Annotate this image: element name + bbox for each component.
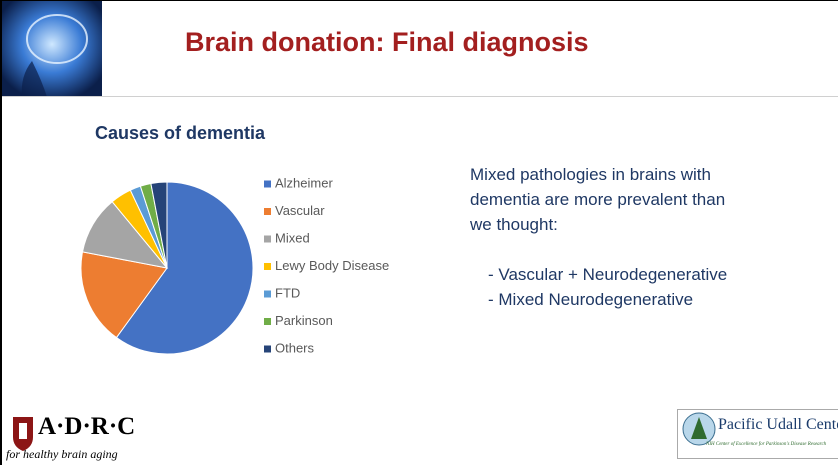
legend-swatch bbox=[264, 346, 271, 353]
paragraph-line: dementia are more prevalent than bbox=[470, 190, 725, 210]
legend-label: Alzheimer bbox=[275, 175, 333, 190]
paragraph-line: we thought: bbox=[470, 215, 558, 235]
legend-swatch bbox=[264, 263, 271, 270]
legend-label: FTD bbox=[275, 285, 300, 300]
legend-label: Parkinson bbox=[275, 313, 333, 328]
legend-swatch bbox=[264, 236, 271, 243]
legend-swatch bbox=[264, 208, 271, 215]
udall-name: Pacific Udall Center bbox=[718, 416, 838, 434]
slide-title: Brain donation: Final diagnosis bbox=[185, 27, 589, 58]
divider bbox=[2, 96, 838, 97]
slide: Brain donation: Final diagnosis Causes o… bbox=[0, 0, 838, 465]
legend-label: Mixed bbox=[275, 230, 310, 245]
legend-swatch bbox=[264, 318, 271, 325]
udall-tagline: NIH Center of Excellence for Parkinson's… bbox=[706, 442, 826, 447]
legend-label: Vascular bbox=[275, 203, 325, 218]
chart-title: Causes of dementia bbox=[95, 123, 265, 144]
legend-swatch bbox=[264, 181, 271, 188]
brain-image bbox=[2, 1, 102, 97]
udall-icon bbox=[682, 412, 716, 446]
legend-label: Lewy Body Disease bbox=[275, 258, 389, 273]
paragraph-line: Mixed pathologies in brains with bbox=[470, 165, 711, 185]
legend-label: Others bbox=[275, 340, 315, 355]
adrc-tagline: for healthy brain aging bbox=[6, 447, 118, 462]
adrc-name: A·D·R·C bbox=[38, 413, 135, 441]
legend-swatch bbox=[264, 291, 271, 298]
bullet: - Vascular + Neurodegenerative bbox=[488, 265, 727, 285]
pie-chart: Alzheimer Vascular Mixed Lewy Body Disease F… bbox=[2, 151, 442, 391]
bullet: - Mixed Neurodegenerative bbox=[488, 290, 693, 310]
